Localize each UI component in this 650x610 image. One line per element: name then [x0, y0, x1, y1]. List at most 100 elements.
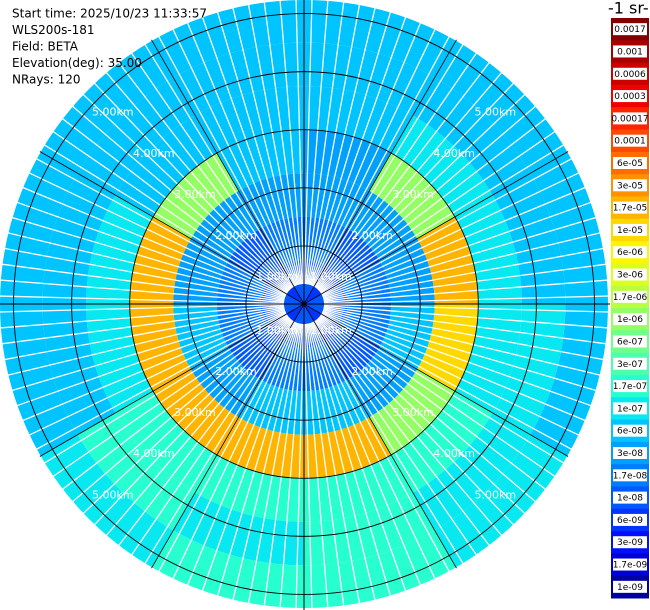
ray-gap — [186, 322, 297, 587]
colorbar-label: 0.0017 — [614, 25, 646, 35]
ring-label: 5.00km — [92, 488, 134, 501]
ray-gap — [216, 11, 299, 286]
ray-gap — [321, 172, 580, 296]
ring-label: 4.00km — [433, 447, 475, 460]
field-cell — [434, 39, 569, 174]
ray-gap — [321, 312, 573, 451]
colorbar-label: 3e-05 — [617, 181, 643, 191]
colorbar-label-bg — [613, 469, 647, 482]
ring-label: 5.00km — [92, 106, 134, 119]
colorbar-label-bg — [613, 380, 647, 393]
ray-gap — [308, 7, 376, 285]
colorbar-label-bg — [613, 134, 647, 147]
field-cell — [434, 434, 569, 569]
ray-gap — [1, 305, 285, 345]
info: Start time: 2025/10/23 11:33:57 WLS200s-1… — [12, 7, 207, 87]
ray-gap — [322, 186, 587, 297]
ray-gap — [216, 322, 299, 597]
ray-gap — [323, 303, 609, 313]
colorbar-label: 1e-05 — [617, 226, 643, 236]
colorbar-label: 0.0006 — [614, 70, 646, 80]
ring-label: 4.00km — [133, 447, 175, 460]
ray-gap — [314, 52, 478, 288]
colorbar-label-bg — [613, 424, 647, 437]
colorbar-label-bg — [613, 223, 647, 236]
ray-gap — [186, 21, 297, 286]
range-ring — [245, 245, 363, 363]
ray-gap — [305, 323, 345, 607]
ray-gap — [295, 0, 305, 285]
ray-gap — [310, 16, 407, 286]
field-cell — [347, 347, 418, 418]
spoke — [39, 151, 305, 305]
field-cell — [0, 304, 78, 457]
colorbar-label: 1.7e-07 — [613, 382, 648, 392]
colorbar-label-bg — [613, 447, 647, 459]
colorbar-label-bg — [613, 335, 647, 348]
ray-gap — [172, 28, 296, 287]
ray-gap — [323, 307, 605, 361]
ring-label: 1.00km — [310, 324, 352, 337]
field-cell — [369, 369, 455, 455]
ray-gap — [43, 313, 288, 464]
field-cell — [39, 434, 174, 569]
ray-gap — [312, 321, 451, 573]
ray-gap — [144, 43, 295, 288]
colorbar-label-bg — [613, 23, 647, 36]
info-line: Start time: 2025/10/23 11:33:57 — [12, 7, 207, 21]
ray-gap — [318, 93, 526, 291]
ray-gap — [320, 130, 556, 294]
ray-gap — [0, 279, 285, 304]
ray-gap — [319, 117, 547, 293]
ray-gap — [318, 317, 526, 515]
field-cell — [151, 0, 304, 78]
ray-gap — [305, 1, 345, 285]
ray-gap — [320, 144, 565, 295]
ray-gap — [232, 323, 300, 601]
colorbar-label: 6e-06 — [617, 248, 643, 258]
ray-gap — [312, 321, 436, 580]
colorbar-label: 1.7e-09 — [613, 561, 648, 571]
colorbar-label: 0.0003 — [614, 92, 646, 102]
field-cell — [412, 77, 531, 196]
colorbar-label: 0.001 — [617, 47, 643, 57]
ray-gap — [311, 21, 422, 286]
ray-gap — [303, 0, 313, 285]
field-cell — [77, 412, 196, 531]
ray-gap — [117, 319, 293, 547]
colorbar-label-bg — [613, 112, 647, 125]
ray-gap — [323, 263, 607, 303]
ray-gap — [105, 71, 292, 290]
ray-gap — [279, 0, 304, 285]
range-ring — [187, 187, 421, 421]
field-cell — [325, 325, 380, 380]
ray-gap — [11, 309, 286, 392]
colorbar-label: 6e-08 — [617, 427, 643, 437]
colorbar-label-bg — [613, 90, 647, 103]
colorbar-label-bg — [613, 558, 647, 571]
colorbar-label: 3e-08 — [617, 449, 643, 459]
ray-gap — [323, 279, 609, 304]
field-cell — [304, 304, 342, 342]
info-line: NRays: 120 — [12, 73, 81, 87]
ray-gap — [1, 263, 285, 303]
ray-gap — [304, 323, 329, 609]
ray-gap — [28, 172, 287, 296]
ray-gap — [157, 321, 296, 573]
range-ring — [129, 129, 479, 479]
ray-gap — [312, 28, 436, 287]
spoke — [303, 151, 569, 305]
field-cell — [190, 190, 261, 261]
field-cell — [266, 266, 304, 304]
colorbar-label: 1e-08 — [617, 494, 643, 504]
ray-gap — [130, 52, 294, 288]
field-cell — [266, 304, 304, 342]
colorbar-label-bg — [613, 201, 647, 214]
ring-label: 1.00km — [310, 270, 352, 283]
ray-gap — [317, 318, 515, 526]
ring-label: 2.00km — [215, 365, 257, 378]
ray-gap — [309, 322, 392, 597]
field-cell — [304, 0, 457, 78]
colorbar-label-bg — [613, 179, 647, 192]
